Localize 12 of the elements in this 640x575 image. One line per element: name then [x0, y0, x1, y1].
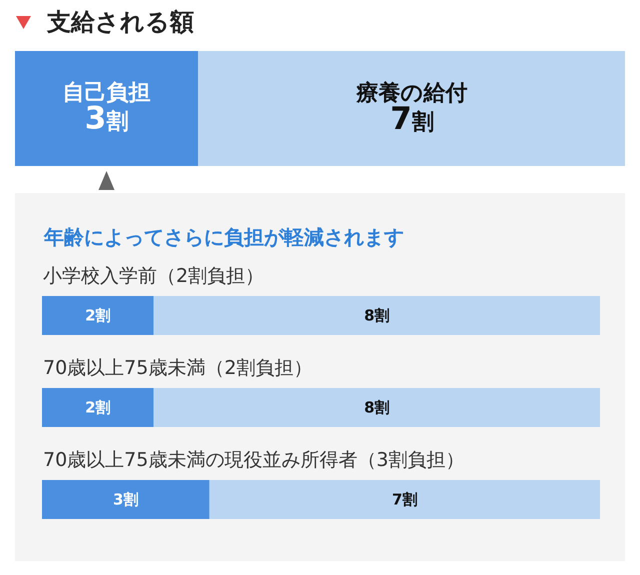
chart-title: 小学校入学前（2割負担）	[43, 265, 264, 287]
chart-title: 70歳以上75歳未満（2割負担）	[43, 357, 312, 379]
chart-title: 支給される額	[46, 8, 194, 36]
data-label: 3割	[112, 490, 138, 508]
chart-title: 70歳以上75歳未満の現役並み所得者（3割負担）	[43, 449, 464, 471]
series-label: 療養の給付	[356, 80, 468, 106]
data-label: 7割	[392, 490, 418, 508]
data-label: 8割	[364, 398, 390, 416]
data-label: 2割	[85, 306, 111, 324]
chart-subtitle: 年齢によってさらに負担が軽減されます	[43, 225, 404, 249]
data-label: 8割	[364, 306, 390, 324]
data-label: 2割	[85, 398, 111, 416]
